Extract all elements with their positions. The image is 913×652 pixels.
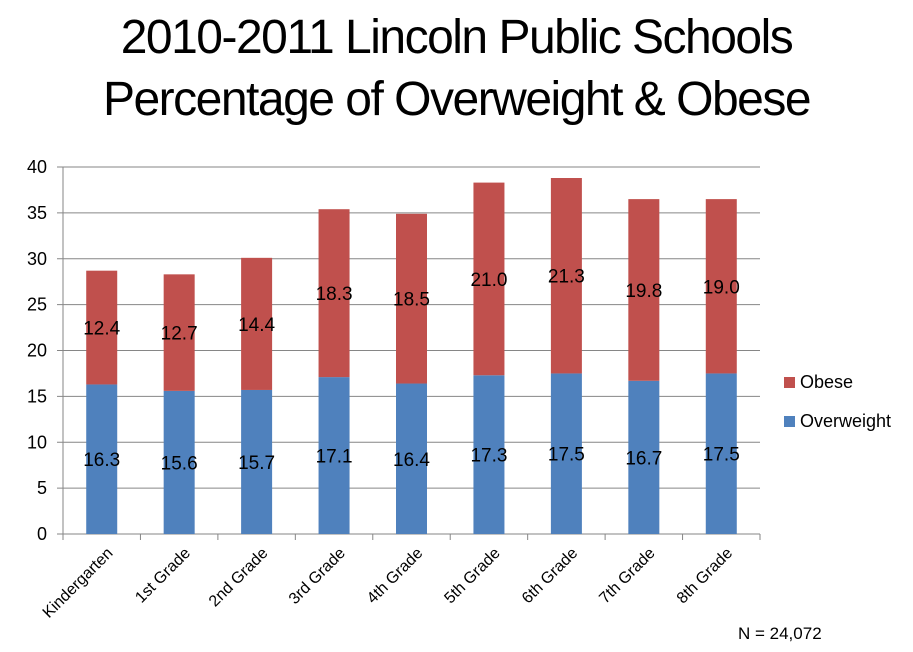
bar-overweight — [241, 389, 273, 534]
data-label-obese: 21.3 — [548, 267, 585, 288]
bar-overweight — [163, 390, 195, 534]
bar-overweight — [628, 380, 660, 534]
y-tick-label: 30 — [27, 249, 47, 269]
bar-obese — [628, 199, 660, 381]
x-tick-label: 5th Grade — [441, 545, 503, 607]
x-tick-label: 4th Grade — [364, 545, 426, 607]
legend-label-overweight: Overweight — [800, 411, 891, 431]
bar-obese — [86, 270, 118, 385]
data-label-overweight: 15.6 — [161, 453, 198, 474]
sample-size-note: N = 24,072 — [738, 624, 822, 643]
data-label-overweight: 17.5 — [548, 445, 585, 466]
bar-obese — [163, 274, 195, 391]
data-label-overweight: 17.1 — [316, 447, 353, 468]
data-label-obese: 19.0 — [703, 277, 740, 298]
bar-obese — [550, 178, 582, 374]
data-label-overweight: 17.3 — [470, 446, 507, 467]
x-tick-label: 1st Grade — [132, 545, 194, 607]
bar-overweight — [318, 377, 350, 534]
data-label-obese: 12.7 — [161, 324, 198, 345]
data-label-overweight: 16.7 — [625, 448, 662, 469]
bar-overweight — [473, 375, 505, 534]
data-label-overweight: 15.7 — [238, 453, 275, 474]
data-label-obese: 14.4 — [238, 315, 275, 336]
data-label-overweight: 17.5 — [703, 445, 740, 466]
bar-overweight — [396, 383, 427, 534]
bar-overweight — [86, 384, 118, 534]
y-tick-label: 25 — [27, 295, 47, 315]
data-label-obese: 18.3 — [316, 284, 353, 305]
bar-obese — [396, 213, 427, 384]
legend-swatch-overweight — [784, 416, 795, 427]
data-label-overweight: 16.4 — [393, 450, 430, 471]
x-tick-label: 7th Grade — [596, 545, 658, 607]
chart-title-line-1: 2010-2011 Lincoln Public Schools — [120, 11, 794, 64]
y-tick-label: 35 — [27, 203, 47, 223]
bar-obese — [705, 199, 737, 374]
x-tick-label: 3rd Grade — [286, 545, 349, 608]
y-tick-label: 0 — [37, 524, 47, 544]
bar-overweight — [705, 373, 737, 534]
y-tick-label: 15 — [27, 386, 47, 406]
data-label-obese: 19.8 — [625, 281, 662, 302]
x-tick-label: 6th Grade — [519, 545, 581, 607]
y-tick-label: 5 — [37, 478, 47, 498]
data-label-obese: 18.5 — [393, 290, 430, 311]
bar-obese — [318, 209, 350, 378]
x-tick-label: 8th Grade — [674, 545, 736, 607]
data-label-obese: 21.0 — [470, 270, 507, 291]
x-tick-label: Kindergarten — [40, 545, 117, 622]
legend-label-obese: Obese — [800, 372, 853, 392]
bar-obese — [241, 257, 273, 390]
y-tick-label: 10 — [27, 432, 47, 452]
bar-overweight — [550, 373, 582, 534]
data-label-obese: 12.4 — [83, 319, 120, 340]
bar-obese — [473, 182, 505, 376]
legend-swatch-obese — [784, 377, 795, 388]
chart-title-line-2: Percentage of Overweight & Obese — [102, 73, 812, 126]
x-tick-label: 2nd Grade — [206, 545, 272, 611]
y-tick-label: 40 — [27, 157, 47, 177]
y-tick-label: 20 — [27, 341, 47, 361]
data-label-overweight: 16.3 — [83, 450, 120, 471]
